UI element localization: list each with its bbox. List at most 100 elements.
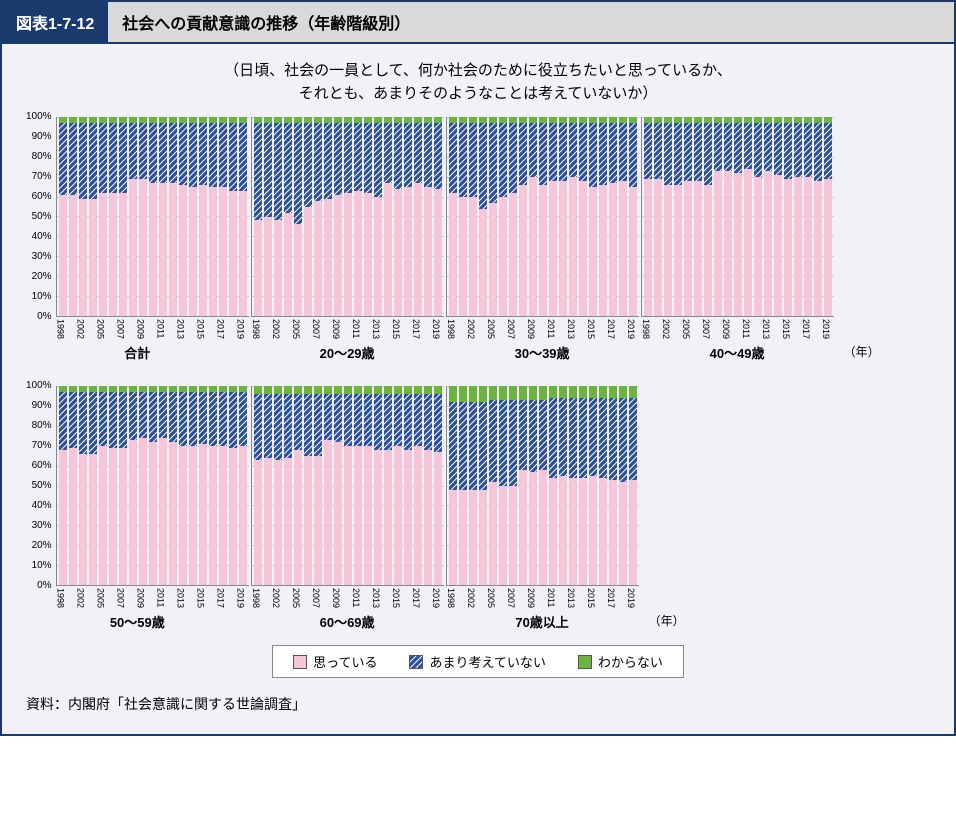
panel-title: 30～39歳 xyxy=(515,343,570,362)
bar xyxy=(549,117,557,316)
bar-segment xyxy=(704,123,712,185)
bar-segment xyxy=(304,207,312,316)
bar-segment xyxy=(424,123,432,187)
bar-segment xyxy=(239,191,247,316)
bar-segment xyxy=(149,183,157,316)
x-tick-label xyxy=(478,319,486,339)
bar-segment xyxy=(499,197,507,316)
bar xyxy=(589,117,597,316)
bar-segment xyxy=(169,442,177,585)
bar-segment xyxy=(774,123,782,175)
plot xyxy=(641,117,834,317)
bar-segment xyxy=(254,220,262,316)
bar-segment xyxy=(384,123,392,183)
bar-segment xyxy=(529,123,537,177)
legend-item: 思っている xyxy=(293,652,377,671)
bar-segment xyxy=(804,177,812,316)
bar-segment xyxy=(189,446,197,585)
bar-segment xyxy=(324,440,332,585)
bar-segment xyxy=(599,185,607,316)
bar-segment xyxy=(119,392,127,448)
bar-segment xyxy=(384,394,392,450)
x-tick-label xyxy=(67,319,75,339)
bar-segment xyxy=(79,454,87,585)
bar xyxy=(824,117,832,316)
year-axis-label: （年） xyxy=(649,612,685,629)
bar-segment xyxy=(499,400,507,486)
bar xyxy=(334,386,342,585)
bar-segment xyxy=(794,123,802,177)
bar xyxy=(674,117,682,316)
bar xyxy=(79,386,87,585)
bar xyxy=(744,117,752,316)
bar xyxy=(664,117,672,316)
bar-segment xyxy=(334,386,342,394)
x-tick-label: 2011 xyxy=(157,588,165,608)
bar-segment xyxy=(629,386,637,398)
bar-segment xyxy=(599,386,607,398)
bar-segment xyxy=(609,123,617,183)
bar-segment xyxy=(569,478,577,585)
bar-segment xyxy=(414,123,422,183)
bar-segment xyxy=(449,193,457,316)
x-tick-label xyxy=(578,319,586,339)
legend-label: わからない xyxy=(598,652,663,671)
chart-panel: 1998200220052007200920112013201520172019… xyxy=(446,117,639,362)
bar-segment xyxy=(434,394,442,452)
bar-segment xyxy=(119,123,127,193)
bar-segment xyxy=(549,478,557,585)
x-tick-label: 2015 xyxy=(393,319,401,339)
bar-segment xyxy=(109,392,117,448)
legend: 思っているあまり考えていないわからない xyxy=(272,645,684,678)
bar-segment xyxy=(314,386,322,394)
bar-segment xyxy=(674,123,682,185)
bar-segment xyxy=(579,398,587,478)
x-tick-label: 2007 xyxy=(313,319,321,339)
x-tick-label: 2019 xyxy=(628,588,636,608)
bar-segment xyxy=(364,123,372,193)
bar-segment xyxy=(239,392,247,446)
x-tick-label xyxy=(263,588,271,608)
x-tick-label xyxy=(458,319,466,339)
bar xyxy=(229,117,237,316)
x-tick-label xyxy=(673,319,681,339)
x-tick-label: 2017 xyxy=(217,319,225,339)
bar-segment xyxy=(344,386,352,394)
bar-segment xyxy=(284,458,292,585)
x-axis-labels: 1998200220052007200920112013201520172019 xyxy=(251,319,443,339)
bar-segment xyxy=(824,179,832,316)
bar xyxy=(89,386,97,585)
bar-segment xyxy=(619,386,627,398)
bar-segment xyxy=(784,179,792,316)
bar-segment xyxy=(169,183,177,316)
bar-segment xyxy=(509,386,517,400)
bar xyxy=(394,386,402,585)
bar-segment xyxy=(394,189,402,316)
bar xyxy=(119,117,127,316)
x-tick-label xyxy=(713,319,721,339)
bar xyxy=(159,117,167,316)
bar-segment xyxy=(629,480,637,585)
x-tick-label xyxy=(498,588,506,608)
bar-segment xyxy=(79,123,87,199)
bar-segment xyxy=(599,398,607,478)
x-tick-label xyxy=(578,588,586,608)
bar-segment xyxy=(559,386,567,398)
bar xyxy=(489,386,497,585)
bar-segment xyxy=(89,454,97,585)
bar xyxy=(619,117,627,316)
bar xyxy=(814,117,822,316)
x-axis-labels: 1998200220052007200920112013201520172019 xyxy=(446,588,638,608)
bar-segment xyxy=(384,386,392,394)
bar xyxy=(344,386,352,585)
x-tick-label: 2002 xyxy=(663,319,671,339)
bar xyxy=(264,386,272,585)
bar-segment xyxy=(434,123,442,189)
bar-segment xyxy=(509,193,517,316)
plot xyxy=(446,117,639,317)
x-tick-label: 2007 xyxy=(508,588,516,608)
x-tick-label xyxy=(773,319,781,339)
x-tick-label: 2011 xyxy=(353,588,361,608)
bar-segment xyxy=(414,386,422,394)
x-tick-label: 2013 xyxy=(373,319,381,339)
